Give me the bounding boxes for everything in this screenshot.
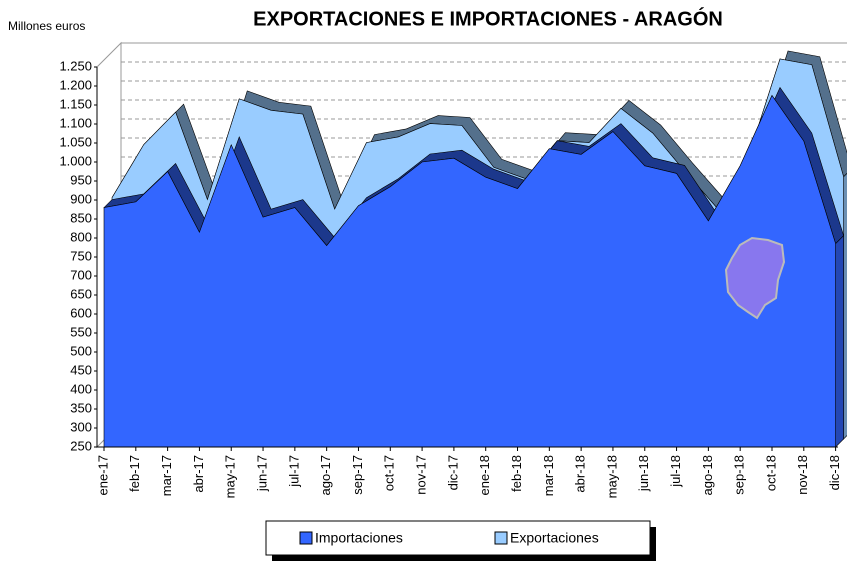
x-tick-label: nov-18: [795, 455, 810, 495]
x-tick-label: mar-18: [541, 455, 556, 496]
x-tick-label: may-17: [223, 455, 238, 498]
x-tick-label: ene-18: [477, 455, 492, 495]
y-tick-label: 800: [70, 229, 92, 244]
y-tick-label: 1.150: [59, 96, 92, 111]
y-tick-label: 700: [70, 267, 92, 282]
legend-label: Exportaciones: [510, 530, 599, 546]
x-tick-label: may-18: [604, 455, 619, 498]
x-tick-label: jun-17: [254, 455, 269, 492]
x-tick-label: abr-18: [573, 455, 588, 493]
legend-box: [265, 520, 651, 556]
y-tick-label: 350: [70, 400, 92, 415]
y-tick-label: 1.050: [59, 134, 92, 149]
x-tick-label: ene-17: [95, 455, 110, 495]
x-tick-label: ago-17: [318, 455, 333, 495]
area: [103, 94, 836, 448]
y-tick-label: 500: [70, 343, 92, 358]
y-tick-label: 950: [70, 172, 92, 187]
x-tick-label: sep-18: [732, 455, 747, 495]
y-tick-label: 250: [70, 438, 92, 453]
y-tick-label: 450: [70, 362, 92, 377]
y-tick-label: 400: [70, 381, 92, 396]
y-tick-label: 1.000: [59, 153, 92, 168]
x-tick-label: feb-18: [509, 455, 524, 492]
x-tick-label: oct-18: [763, 455, 778, 491]
area-side: [835, 234, 844, 448]
chart-title: EXPORTACIONES E IMPORTACIONES - ARAGÓN: [253, 6, 723, 30]
x-tick-label: feb-17: [127, 455, 142, 492]
x-tick-label: sep-17: [350, 455, 365, 495]
y-tick-label: 600: [70, 305, 92, 320]
x-tick-label: dic-18: [827, 455, 842, 490]
x-tick-label: nov-17: [414, 455, 429, 495]
y-axis-label: Millones euros: [8, 19, 85, 33]
legend-swatch: [494, 531, 508, 545]
x-tick-label: jul-18: [668, 455, 683, 488]
x-tick-label: jul-17: [286, 455, 301, 488]
y-tick-label: 850: [70, 210, 92, 225]
x-tick-label: abr-17: [191, 455, 206, 493]
y-tick-label: 1.100: [59, 115, 92, 130]
area-side: [843, 172, 847, 440]
y-tick-label: 300: [70, 419, 92, 434]
x-tick-label: dic-17: [445, 455, 460, 490]
map-icon: [724, 236, 786, 320]
x-tick-label: mar-17: [159, 455, 174, 496]
y-tick-label: 1.200: [59, 77, 92, 92]
y-tick-label: 750: [70, 248, 92, 263]
x-tick-label: ago-18: [700, 455, 715, 495]
legend: Importaciones Exportaciones: [265, 520, 656, 561]
x-tick-label: jun-18: [636, 455, 651, 492]
y-tick-label: 650: [70, 286, 92, 301]
y-tick-label: 550: [70, 324, 92, 339]
legend-swatch: [299, 531, 313, 545]
y-tick-label: 1.250: [59, 58, 92, 73]
y-tick-label: 900: [70, 191, 92, 206]
legend-label: Importaciones: [315, 530, 403, 546]
x-tick-label: oct-17: [382, 455, 397, 491]
